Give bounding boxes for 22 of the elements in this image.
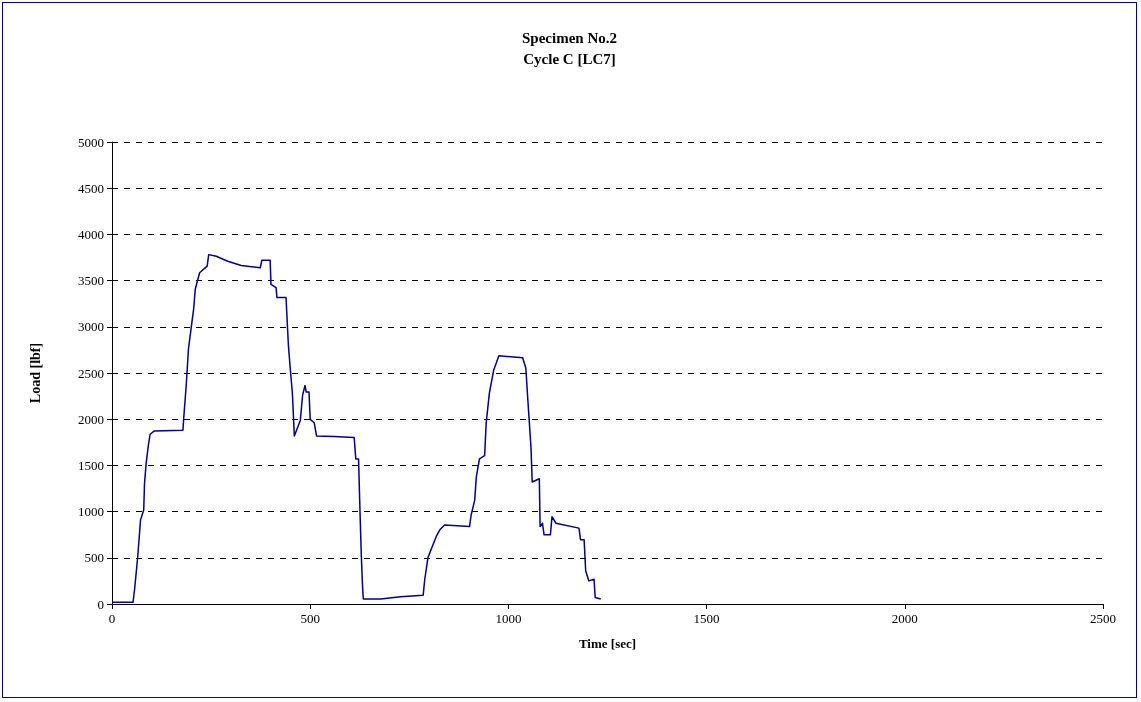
x-tick-label: 1500: [693, 611, 720, 626]
x-tick-label: 500: [300, 611, 320, 626]
y-tick-label: 4000: [78, 226, 104, 242]
y-tick-label: 5000: [78, 134, 104, 150]
y-tick-label: 500: [84, 550, 104, 566]
chart-subtitle: Cycle C [LC7]: [523, 50, 616, 67]
y-tick-label: 2000: [78, 411, 104, 427]
line-series: [111, 253, 602, 604]
y-tick-label: 3500: [78, 273, 104, 289]
x-tick-label: 2500: [1090, 611, 1116, 626]
y-tick-label: 3000: [78, 319, 104, 335]
y-tick-label: 4500: [78, 180, 104, 196]
x-tick-label: 0: [108, 611, 116, 626]
y-axis-title: Load [lbf]: [27, 342, 43, 404]
y-tick-label: 1000: [78, 504, 104, 520]
y-tick-label: 0: [97, 596, 104, 612]
x-tick-label: 1000: [495, 611, 522, 626]
chart-title: Specimen No.2: [522, 29, 617, 46]
x-tick-label: 2000: [891, 611, 918, 626]
y-tick-label: 1500: [78, 457, 104, 473]
y-tick-label: 2500: [78, 365, 104, 381]
x-axis-title: Time [sec]: [578, 636, 637, 651]
